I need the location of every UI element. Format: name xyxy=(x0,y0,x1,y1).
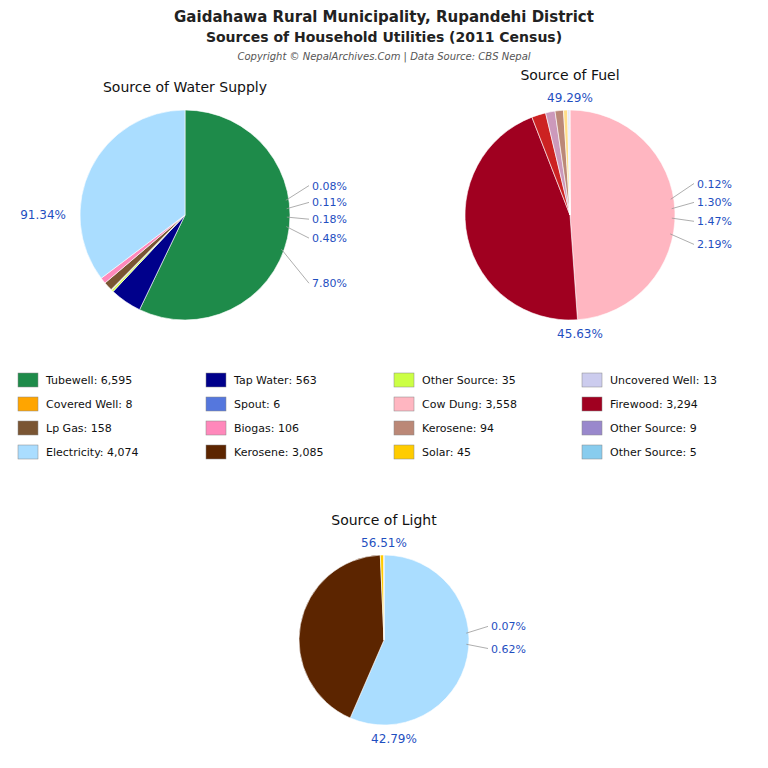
annotation: 91.34% xyxy=(20,208,66,222)
pie-slice xyxy=(80,110,185,278)
title: Gaidahawa Rural Municipality, Rupandehi … xyxy=(174,8,594,26)
pie-chart: Source of Water Supply 91.34% 0.08% 0.11% 0.… xyxy=(20,79,347,320)
legend-label: Other Source: 5 xyxy=(610,446,697,459)
legend-label: Solar: 45 xyxy=(422,446,471,459)
chart-title: Source of Light xyxy=(331,512,437,528)
pie-slice xyxy=(299,555,384,718)
annotation: 1.30% xyxy=(697,196,732,209)
chart-title: Source of Water Supply xyxy=(103,79,267,95)
annotation: 0.08% xyxy=(312,180,347,193)
legend-label: Firewood: 3,294 xyxy=(610,398,698,411)
leader-line xyxy=(466,644,488,648)
leader-line xyxy=(672,218,694,221)
annotation: 0.18% xyxy=(312,213,347,226)
legend-label: Other Source: 9 xyxy=(610,422,697,435)
leader-line xyxy=(287,217,309,219)
copyright: Copyright © NepalArchives.Com | Data Sou… xyxy=(237,51,530,63)
legend-swatch xyxy=(582,373,602,387)
legend-swatch xyxy=(394,373,414,387)
legend-label: Covered Well: 8 xyxy=(46,398,133,411)
legend-swatch xyxy=(206,445,226,459)
pie-slice xyxy=(568,110,570,215)
annotation: 0.07% xyxy=(491,620,526,633)
legend-swatch xyxy=(18,421,38,435)
annotation: 42.79% xyxy=(371,732,417,746)
legend-swatch xyxy=(206,421,226,435)
pie-slice xyxy=(383,555,384,640)
figure: Gaidahawa Rural Municipality, Rupandehi … xyxy=(0,0,768,768)
legend-swatch xyxy=(582,397,602,411)
legend-swatch xyxy=(18,373,38,387)
annotation: 0.12% xyxy=(697,178,732,191)
leader-line xyxy=(286,186,309,201)
legend-swatch xyxy=(394,397,414,411)
legend-swatch xyxy=(18,445,38,459)
leader-line xyxy=(670,234,694,245)
leader-line xyxy=(671,184,694,200)
annotation: 56.51% xyxy=(361,536,407,550)
legend-swatch xyxy=(18,397,38,411)
pie-slice xyxy=(569,110,570,215)
chart-title: Source of Fuel xyxy=(520,67,619,83)
pie-slice xyxy=(555,110,570,215)
legend-label: Cow Dung: 3,558 xyxy=(422,398,517,411)
legend-label: Tap Water: 563 xyxy=(233,374,317,387)
leader-line xyxy=(466,626,488,633)
leader-line xyxy=(672,202,694,208)
legend-swatch xyxy=(582,421,602,435)
annotation: 0.11% xyxy=(312,196,347,209)
leader-line xyxy=(286,227,309,239)
legend-label: Tubewell: 6,595 xyxy=(45,374,132,387)
legend-swatch xyxy=(394,445,414,459)
annotation: 1.47% xyxy=(697,215,732,228)
legend-label: Uncovered Well: 13 xyxy=(610,374,717,387)
legend-label: Spout: 6 xyxy=(234,398,280,411)
leader-line xyxy=(281,249,309,283)
leader-line xyxy=(287,202,309,208)
pie-chart: Source of Fuel 49.29% 45.63% 0.12% 1.30% 1.47… xyxy=(465,67,732,341)
pie-slice xyxy=(570,110,675,320)
legend-swatch xyxy=(206,373,226,387)
annotation: 49.29% xyxy=(547,91,593,105)
legend-label: Biogas: 106 xyxy=(234,422,299,435)
legend-label: Kerosene: 3,085 xyxy=(234,446,323,459)
legend-swatch xyxy=(394,421,414,435)
annotation: 2.19% xyxy=(697,238,732,251)
legend-label: Electricity: 4,074 xyxy=(46,446,139,459)
legend-label: Lp Gas: 158 xyxy=(46,422,112,435)
annotation: 0.48% xyxy=(312,232,347,245)
annotation: 45.63% xyxy=(557,327,603,341)
annotation: 0.62% xyxy=(491,643,526,656)
annotation: 7.80% xyxy=(312,277,347,290)
legend-swatch xyxy=(206,397,226,411)
legend-swatch xyxy=(582,445,602,459)
pie-slice xyxy=(569,110,570,215)
pie-slice xyxy=(380,555,384,640)
subtitle: Sources of Household Utilities (2011 Cen… xyxy=(206,29,562,45)
pie-slice xyxy=(563,110,570,215)
legend-label: Kerosene: 94 xyxy=(422,422,494,435)
legend: Tubewell: 6,595 Tap Water: 563 Other Sourc… xyxy=(18,373,717,459)
pie-chart: Source of Light 56.51% 42.79% 0.07% 0.62% xyxy=(299,512,526,746)
legend-label: Other Source: 35 xyxy=(422,374,516,387)
